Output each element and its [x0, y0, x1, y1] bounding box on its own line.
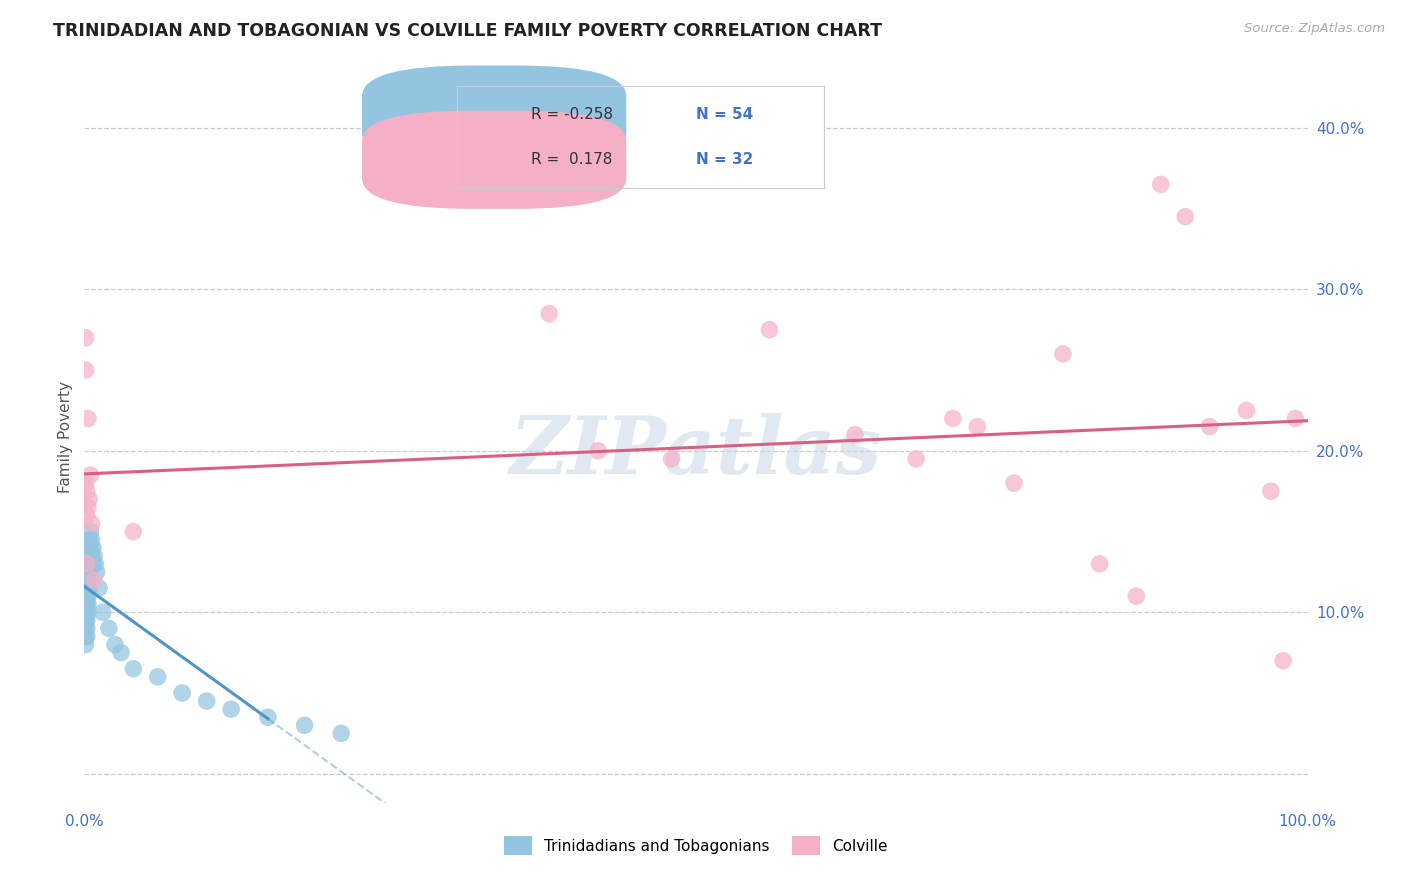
- Point: [1284, 411, 1306, 425]
- Point: [75, 331, 97, 345]
- Point: [83, 549, 105, 563]
- Point: [538, 307, 561, 321]
- Point: [76, 557, 98, 571]
- Point: [110, 646, 132, 660]
- Point: [91, 605, 114, 619]
- Point: [146, 670, 169, 684]
- Point: [79, 557, 101, 571]
- Point: [219, 702, 242, 716]
- Point: [758, 323, 780, 337]
- Point: [77, 492, 100, 507]
- Point: [294, 718, 316, 732]
- Point: [1260, 484, 1282, 499]
- Point: [966, 419, 988, 434]
- Text: ZIPatlas: ZIPatlas: [510, 413, 882, 491]
- Point: [83, 573, 105, 587]
- Legend: Trinidadians and Tobagonians, Colville: Trinidadians and Tobagonians, Colville: [498, 830, 894, 861]
- Point: [76, 589, 98, 603]
- Point: [82, 541, 104, 555]
- Point: [1150, 178, 1173, 192]
- Point: [77, 565, 100, 579]
- Point: [77, 589, 100, 603]
- Point: [1052, 347, 1074, 361]
- Point: [257, 710, 280, 724]
- Point: [84, 557, 107, 571]
- Point: [77, 581, 100, 595]
- Point: [75, 581, 97, 595]
- Point: [905, 451, 928, 466]
- Point: [77, 557, 100, 571]
- Point: [75, 605, 97, 619]
- Point: [80, 549, 103, 563]
- Point: [1002, 476, 1025, 491]
- Point: [75, 597, 97, 611]
- Point: [1236, 403, 1258, 417]
- Point: [75, 622, 97, 636]
- Point: [77, 549, 100, 563]
- Point: [76, 630, 98, 644]
- Point: [76, 613, 98, 627]
- Point: [104, 638, 127, 652]
- Point: [76, 565, 98, 579]
- Point: [79, 524, 101, 539]
- Point: [77, 533, 100, 547]
- Point: [75, 557, 97, 571]
- Point: [76, 508, 98, 523]
- Point: [1198, 419, 1220, 434]
- Point: [1125, 589, 1147, 603]
- Y-axis label: Family Poverty: Family Poverty: [58, 381, 73, 493]
- Point: [1174, 210, 1197, 224]
- Point: [76, 597, 98, 611]
- Point: [75, 363, 97, 377]
- Point: [76, 581, 98, 595]
- Point: [75, 638, 97, 652]
- Point: [76, 605, 98, 619]
- Point: [942, 411, 965, 425]
- Point: [87, 581, 110, 595]
- Point: [77, 411, 100, 425]
- Point: [97, 622, 120, 636]
- Point: [172, 686, 194, 700]
- Point: [79, 468, 101, 483]
- Point: [80, 533, 103, 547]
- Point: [1272, 654, 1295, 668]
- Point: [195, 694, 218, 708]
- Point: [75, 573, 97, 587]
- Point: [75, 630, 97, 644]
- Point: [82, 557, 104, 571]
- Point: [844, 427, 866, 442]
- Point: [77, 597, 100, 611]
- Point: [330, 726, 353, 740]
- Point: [80, 516, 103, 531]
- Point: [75, 613, 97, 627]
- Point: [77, 500, 100, 515]
- Point: [77, 565, 100, 579]
- Point: [75, 476, 97, 491]
- Point: [77, 541, 100, 555]
- Point: [86, 565, 108, 579]
- Point: [586, 443, 609, 458]
- Point: [77, 605, 100, 619]
- Point: [76, 573, 98, 587]
- Point: [76, 549, 98, 563]
- Point: [79, 541, 101, 555]
- Point: [122, 662, 145, 676]
- Point: [77, 581, 100, 595]
- Point: [76, 484, 98, 499]
- Point: [1088, 557, 1111, 571]
- Point: [75, 589, 97, 603]
- Text: Source: ZipAtlas.com: Source: ZipAtlas.com: [1244, 22, 1385, 36]
- Point: [76, 622, 98, 636]
- Text: TRINIDADIAN AND TOBAGONIAN VS COLVILLE FAMILY POVERTY CORRELATION CHART: TRINIDADIAN AND TOBAGONIAN VS COLVILLE F…: [53, 22, 883, 40]
- Point: [122, 524, 145, 539]
- Point: [661, 451, 683, 466]
